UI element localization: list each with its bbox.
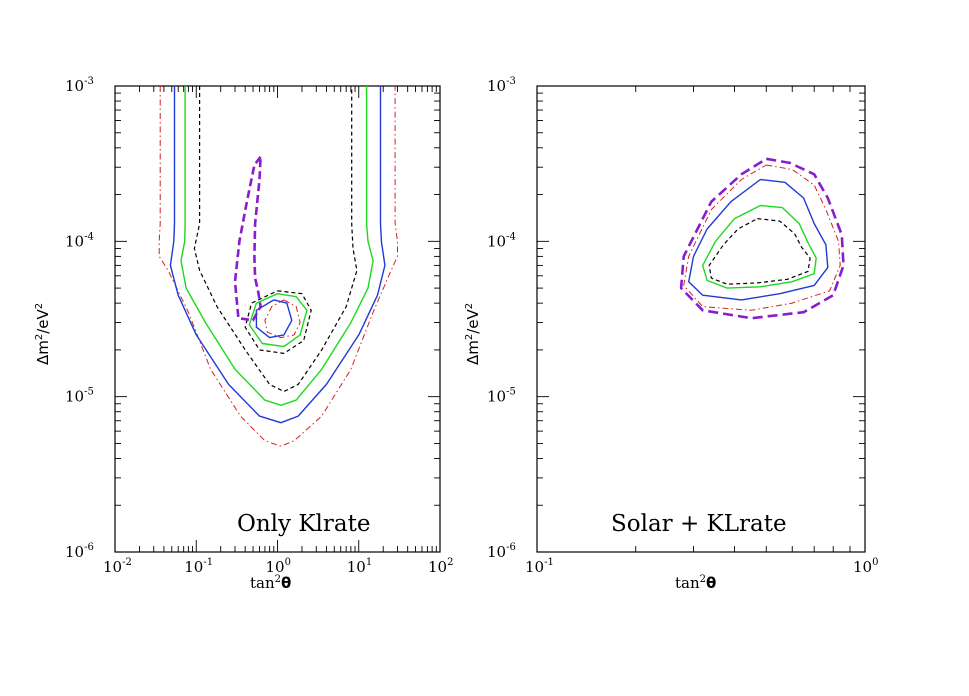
x-tick-label: 102: [428, 557, 453, 576]
contour-series-1-path-0: [683, 164, 841, 311]
contour-series-2-path-0: [688, 178, 829, 301]
left-contours: [158, 86, 398, 447]
left-y-tick-labels: 10-6 10-5 10-4 10-3: [65, 76, 94, 561]
y-tick-label: 10-6: [487, 542, 516, 561]
right-panel: 10-610-510-410-3 10-1 100 Solar + KLrate …: [464, 76, 878, 592]
contour-series-2-path-0: [180, 86, 374, 406]
x-tick-label: 10-2: [103, 557, 132, 576]
y-tick-label: 10-4: [65, 231, 94, 250]
y-tick-label: 10-5: [65, 387, 94, 406]
left-plot-frame: [114, 85, 441, 553]
right-plot-frame: [536, 85, 866, 553]
x-tick-label: 10-1: [184, 557, 213, 576]
contour-series-1-path-1: [255, 299, 293, 339]
right-x-axis-label: tan2θ: [675, 574, 716, 592]
y-tick-label: 10-3: [65, 76, 94, 95]
contour-series-0-path-0: [158, 86, 398, 447]
x-tick-label: 101: [347, 557, 372, 576]
right-contours: [679, 157, 845, 320]
left-panel-annotation: Only Klrate: [237, 511, 370, 537]
x-tick-label: 10-1: [525, 557, 554, 576]
contour-series-3-path-0: [702, 204, 817, 289]
contour-series-2-path-1: [248, 293, 308, 348]
left-minor-major-ticks: [114, 86, 440, 553]
right-y-tick-labels: 10-6 10-5 10-4 10-3: [487, 76, 516, 561]
contour-series-1-path-0: [169, 86, 386, 424]
y-tick-label: 10-5: [487, 387, 516, 406]
right-minor-major-ticks: [536, 86, 865, 553]
left-x-axis-label: tan2θ: [250, 574, 291, 592]
y-tick-label: 10-3: [487, 76, 516, 95]
y-tick-label: 10-4: [487, 231, 516, 250]
y-tick-label: 10-6: [65, 542, 94, 561]
right-y-axis-label: Δm2/eV2: [464, 303, 482, 365]
contour-series-0-path-0: [679, 157, 845, 320]
contour-series-3-path-0: [193, 86, 358, 393]
contour-series-4-path-0: [233, 156, 262, 322]
left-y-axis-label: Δm2/eV2: [34, 303, 52, 365]
contour-series-0-path-1: [264, 299, 301, 339]
contour-series-4-path-0: [708, 218, 811, 285]
right-panel-annotation: Solar + KLrate: [611, 511, 787, 537]
x-tick-label: 100: [853, 557, 878, 576]
left-panel: 10-610-510-410-3 10-2 10-1 100 101 102 Only …: [34, 76, 453, 592]
contour-series-3-path-1: [244, 290, 312, 354]
